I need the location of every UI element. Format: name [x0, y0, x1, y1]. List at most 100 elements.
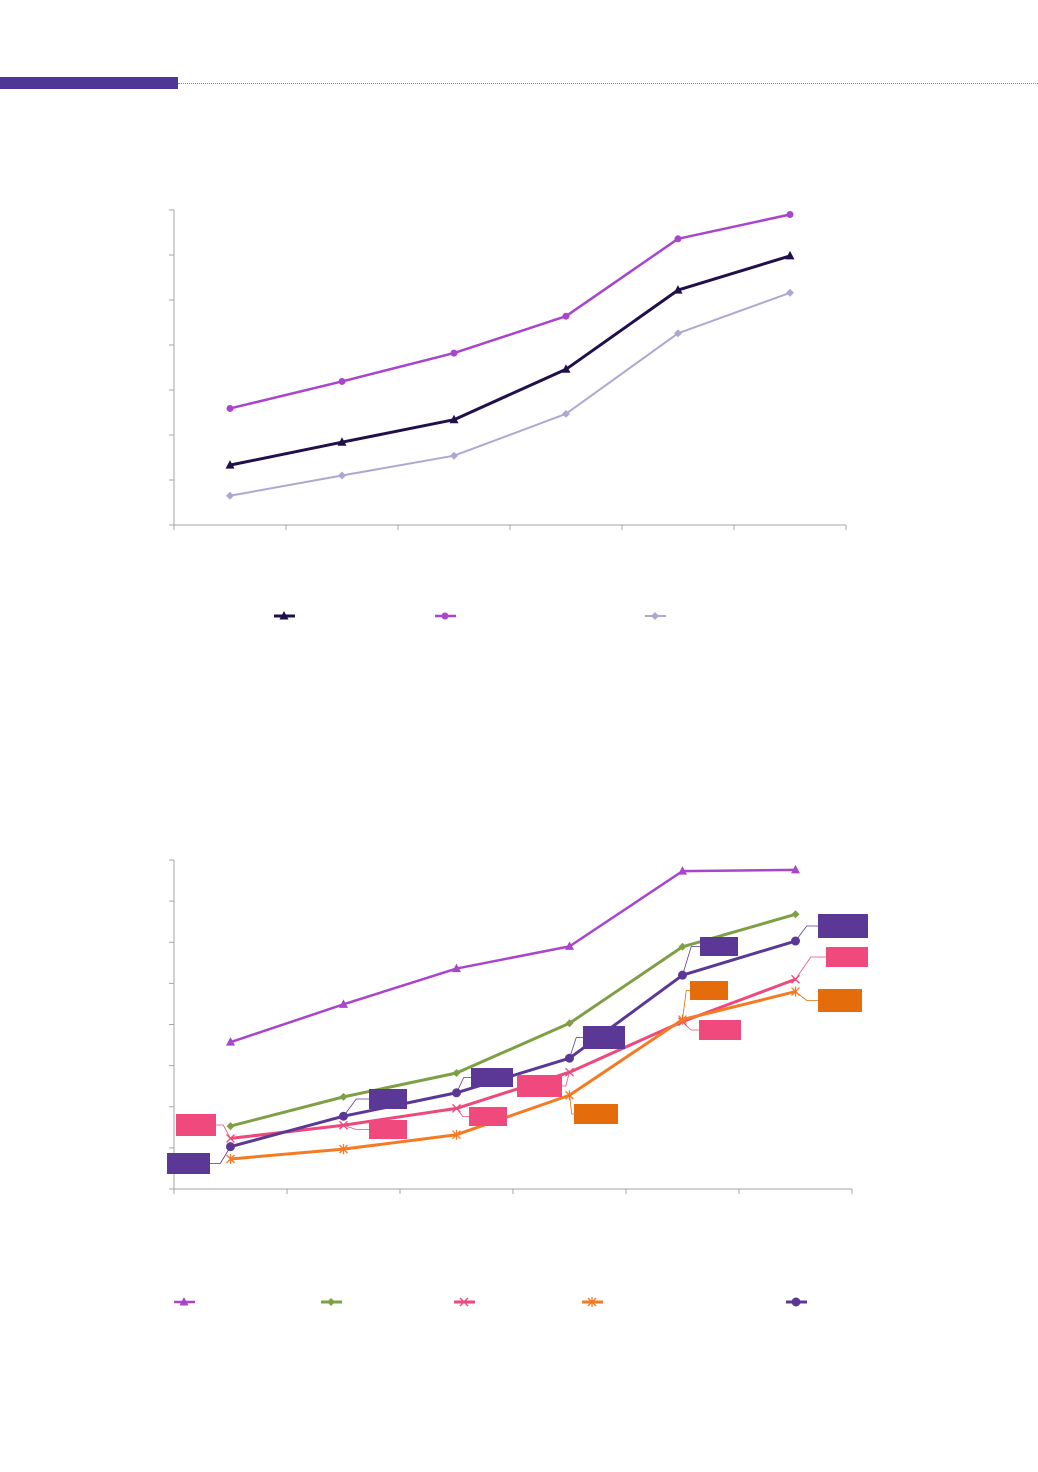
series-2-point [562, 312, 570, 320]
series-3-point [674, 329, 682, 338]
data-label-12 [682, 1020, 741, 1040]
series-4-point [226, 1153, 235, 1164]
series-1-point [337, 437, 347, 446]
series-4-line [230, 990, 796, 1161]
series-3-point [565, 1067, 574, 1077]
data-label-11 [682, 981, 728, 1020]
series-3 [226, 288, 794, 500]
data-label-3 [343, 1089, 407, 1117]
data-label-7 [517, 1072, 570, 1097]
series-2-point [226, 404, 234, 412]
data-label-box [517, 1075, 562, 1097]
data-label-leader [569, 1037, 583, 1059]
series-4 [226, 986, 800, 1164]
data-label-leader [682, 990, 690, 1020]
data-label-box [818, 914, 868, 938]
legend-item-1 [174, 1297, 195, 1306]
data-label-leader [569, 1095, 574, 1115]
series-1-point [449, 414, 459, 424]
data-label-leader [343, 1098, 369, 1117]
series-1-point [452, 963, 461, 973]
series-1-point [673, 285, 683, 294]
data-label-6 [456, 1107, 507, 1126]
legend-marker-5 [791, 1297, 801, 1307]
series-3-point [339, 1120, 348, 1130]
series-2-point [786, 211, 794, 218]
data-label-10 [682, 937, 738, 976]
legend-item-5 [786, 1297, 807, 1307]
data-label-4 [343, 1120, 407, 1139]
data-label-15 [795, 989, 862, 1012]
series-1-line [230, 868, 796, 1044]
data-label-leader [795, 956, 826, 980]
legend-marker-3 [651, 612, 659, 620]
legend-marker-4 [587, 1297, 597, 1307]
data-label-8 [569, 1026, 625, 1059]
header-accent-bar [0, 77, 178, 89]
series-3-point [786, 288, 794, 297]
series-5-point [678, 970, 687, 980]
series-2 [226, 211, 794, 412]
series-1-point [565, 941, 574, 950]
data-label-box [818, 989, 862, 1012]
series-2-point [338, 377, 346, 385]
series-1 [226, 864, 800, 1046]
data-label-leader [795, 925, 818, 942]
series-2-line [229, 213, 791, 410]
series-2-point [565, 1019, 574, 1028]
data-label-5 [456, 1068, 513, 1093]
series-4-point [452, 1129, 461, 1140]
data-label-box [471, 1068, 513, 1087]
series-1-point [791, 864, 800, 874]
series-1-point [226, 1037, 235, 1046]
series-1-line [229, 254, 791, 467]
series-3-line [229, 291, 791, 497]
legend-item-2 [435, 612, 456, 620]
data-label-leader [343, 1124, 369, 1130]
data-label-box [690, 981, 728, 1000]
series-5 [226, 936, 800, 1152]
legend-marker-1 [179, 1297, 189, 1306]
legend-item-4 [582, 1297, 603, 1307]
series-2-point [452, 1069, 461, 1078]
legend-marker-1 [279, 611, 289, 620]
series-2-point [791, 910, 800, 919]
series-3-point [338, 471, 346, 480]
series-3-point [562, 409, 570, 418]
line-chart-bottom [167, 859, 868, 1307]
series-2-point [450, 349, 458, 357]
data-label-leader [216, 1124, 231, 1139]
legend-item-2 [321, 1298, 342, 1306]
data-label-box [826, 947, 868, 967]
series-2-point [339, 1092, 348, 1101]
line-chart-top [169, 209, 847, 620]
data-label-box [176, 1114, 216, 1136]
series-3-point [450, 451, 458, 460]
data-label-leader [456, 1077, 471, 1093]
data-label-2 [176, 1114, 231, 1139]
data-label-leader [682, 946, 700, 976]
data-label-leader [682, 1021, 699, 1031]
series-1-point [785, 250, 795, 260]
data-label-box [369, 1089, 407, 1109]
series-2-point [674, 235, 682, 243]
data-label-leader [456, 1108, 469, 1117]
series-1-point [225, 460, 235, 469]
legend-item-3 [454, 1297, 475, 1307]
legend-marker-2 [441, 612, 449, 620]
data-label-1 [167, 1146, 231, 1174]
series-1-point [339, 999, 348, 1008]
data-label-leader [210, 1146, 231, 1164]
data-label-leader [795, 991, 818, 1001]
series-1-point [561, 364, 571, 373]
data-label-box [574, 1104, 618, 1124]
data-label-box [699, 1020, 741, 1040]
series-4-point [791, 986, 800, 997]
series-1 [225, 250, 795, 469]
series-4-point [339, 1144, 348, 1155]
data-label-leader [562, 1072, 570, 1087]
series-3-point [226, 491, 234, 500]
series-3 [226, 974, 800, 1143]
data-label-box [369, 1120, 407, 1139]
series-2-point [226, 1122, 235, 1131]
